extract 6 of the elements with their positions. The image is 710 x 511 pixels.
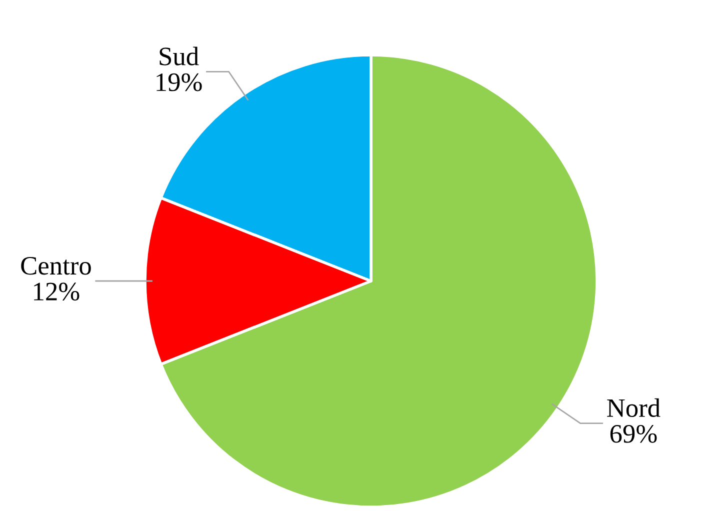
- slice-label: Nord: [607, 398, 660, 417]
- slice-label: Sud: [160, 46, 199, 66]
- data-label: 19%: [156, 73, 202, 92]
- data-label: 69%: [610, 424, 657, 443]
- data-label: 12%: [34, 282, 80, 301]
- slice-label: Centro: [21, 256, 91, 275]
